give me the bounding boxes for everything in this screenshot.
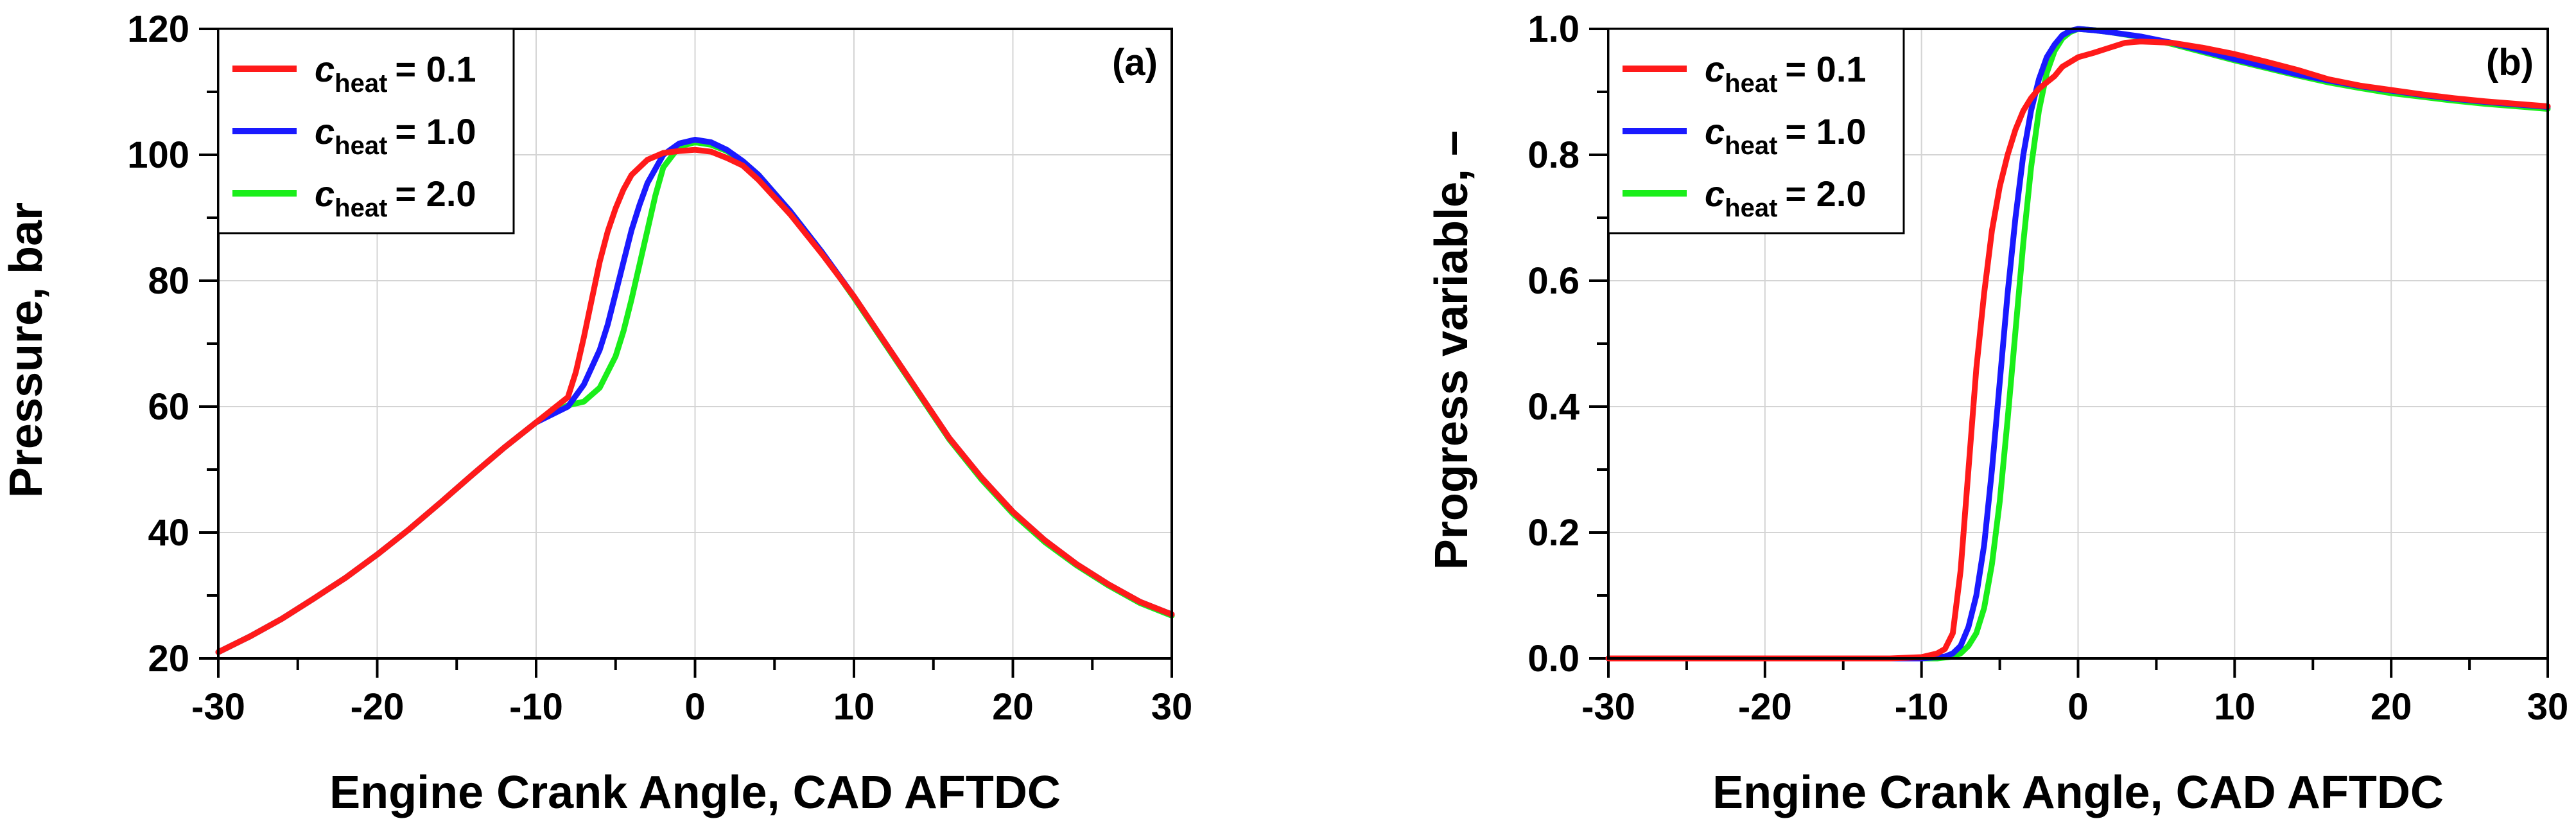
y-tick-label: 0.8 bbox=[1527, 134, 1580, 176]
legend-value: = 1.0 bbox=[395, 111, 476, 152]
legend-label: cheat = 1.0 bbox=[1705, 111, 1867, 160]
legend-entry: cheat = 2.0 bbox=[1623, 173, 1867, 222]
y-tick-label: 0.2 bbox=[1527, 512, 1580, 554]
legend-value: = 2.0 bbox=[1785, 173, 1866, 214]
legend-entry: cheat = 0.1 bbox=[1623, 49, 1867, 98]
legend-value: = 0.1 bbox=[1785, 49, 1866, 89]
y-tick-label: 0.0 bbox=[1527, 638, 1580, 680]
legend-value: = 2.0 bbox=[395, 173, 476, 214]
legend-label: cheat = 0.1 bbox=[1705, 49, 1867, 98]
legend-subscript: heat bbox=[335, 69, 387, 98]
x-tick-label: 30 bbox=[1151, 686, 1193, 728]
panel-b-plot-frame bbox=[1607, 28, 2549, 660]
legend-entry: cheat = 0.1 bbox=[232, 49, 476, 98]
legend-value: = 1.0 bbox=[1785, 111, 1866, 152]
y-tick-label: 0.6 bbox=[1527, 260, 1580, 302]
legend-label: cheat = 2.0 bbox=[1705, 173, 1867, 222]
y-tick-label: 80 bbox=[148, 260, 189, 302]
x-tick-label: -20 bbox=[1738, 686, 1792, 728]
legend-subscript: heat bbox=[335, 194, 387, 222]
y-tick-label: 100 bbox=[127, 134, 189, 176]
panel-b-x-axis-title: Engine Crank Angle, CAD AFTDC bbox=[1712, 767, 2444, 818]
x-tick-label: 30 bbox=[2527, 686, 2569, 728]
legend-variable: c bbox=[1705, 111, 1725, 152]
legend-variable: c bbox=[1705, 173, 1725, 214]
legend-entry: cheat = 1.0 bbox=[1623, 111, 1867, 160]
panel-a-x-tick-labels: -30 -20 -10 0 10 20 30 bbox=[191, 686, 1192, 728]
y-tick-label: 0.4 bbox=[1527, 386, 1580, 428]
x-tick-label: -20 bbox=[351, 686, 405, 728]
legend-variable: c bbox=[315, 111, 335, 152]
panel-a-series bbox=[215, 137, 1175, 655]
panel-b-progress-chart: -30 -20 -10 0 10 20 30 0.00.20.40.60.81.0 chea… bbox=[1426, 8, 2568, 818]
panel-a-x-axis-title: Engine Crank Angle, CAD AFTDC bbox=[329, 767, 1061, 818]
x-tick-label: -30 bbox=[1581, 686, 1635, 728]
panel-b-y-axis-title: Progress variable, – bbox=[1426, 130, 1477, 570]
legend-variable: c bbox=[315, 49, 335, 89]
panel-a-ticks bbox=[199, 28, 1173, 678]
legend-subscript: heat bbox=[1725, 69, 1777, 98]
y-tick-label: 20 bbox=[148, 638, 189, 680]
legend-subscript: heat bbox=[1725, 194, 1777, 222]
x-tick-label: 10 bbox=[833, 686, 875, 728]
y-tick-label: 40 bbox=[148, 512, 189, 554]
legend-variable: c bbox=[1705, 49, 1725, 89]
legend-variable: c bbox=[315, 173, 335, 214]
panel-a-plot-frame bbox=[217, 28, 1173, 660]
legend-entry: cheat = 1.0 bbox=[232, 111, 476, 160]
series-line-0-1 bbox=[1605, 39, 2551, 662]
x-tick-label: 20 bbox=[2371, 686, 2412, 728]
panel-b-series bbox=[1605, 26, 2551, 662]
panel-a-label: (a) bbox=[1112, 42, 1158, 84]
x-tick-label: -10 bbox=[509, 686, 563, 728]
panel-b-x-tick-labels: -30 -20 -10 0 10 20 30 bbox=[1581, 686, 2568, 728]
legend-entry: cheat = 2.0 bbox=[232, 173, 476, 222]
legend-label: cheat = 0.1 bbox=[315, 49, 476, 98]
legend-label: cheat = 2.0 bbox=[315, 173, 476, 222]
x-tick-label: 10 bbox=[2214, 686, 2256, 728]
legend-subscript: heat bbox=[335, 132, 387, 160]
x-tick-label: 0 bbox=[2067, 686, 2088, 728]
panel-a-y-axis-title: Pressure, bar bbox=[1, 202, 52, 498]
legend-subscript: heat bbox=[1725, 132, 1777, 160]
y-tick-label: 1.0 bbox=[1527, 8, 1580, 50]
x-tick-label: -10 bbox=[1895, 686, 1949, 728]
legend-value: = 0.1 bbox=[395, 49, 476, 89]
legend-label: cheat = 1.0 bbox=[315, 111, 476, 160]
x-tick-label: -30 bbox=[191, 686, 245, 728]
panel-b-label: (b) bbox=[2486, 42, 2534, 84]
series-line-0-1 bbox=[215, 146, 1175, 655]
panel-b-y-tick-labels: 0.0 0.2 0.4 0.6 0.8 1.0 bbox=[1527, 8, 1580, 680]
x-tick-label: 20 bbox=[992, 686, 1034, 728]
y-tick-label: 60 bbox=[148, 386, 189, 428]
x-tick-label: 0 bbox=[684, 686, 705, 728]
y-tick-label: 120 bbox=[127, 8, 189, 50]
panel-a-y-tick-labels: 20 40 60 80 100 120 bbox=[127, 8, 189, 680]
